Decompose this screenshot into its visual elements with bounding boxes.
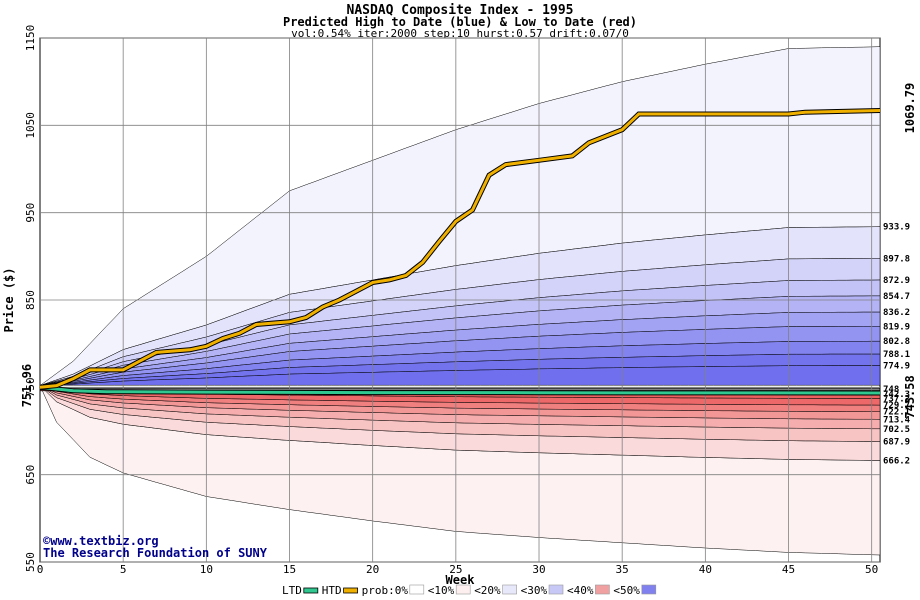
legend-label-1: HTD	[322, 584, 342, 597]
high-band-value-6: 802.8	[883, 337, 910, 347]
legend: LTD HTD prob:0% <10% <20% <30% <40% <50%	[282, 584, 657, 597]
x-tick-label-2: 10	[200, 563, 213, 576]
low-band-value-0: 737.2	[883, 395, 910, 405]
high-band-value-4: 836.2	[883, 308, 910, 318]
high-band-value-1: 897.8	[883, 254, 910, 264]
low-band-value-6: 666.2	[883, 457, 910, 467]
y-tick-label-1: 650	[24, 465, 37, 485]
x-tick-label-10: 50	[865, 563, 878, 576]
legend-swatch-3	[455, 584, 471, 595]
start-price-label: 751.96	[20, 364, 34, 407]
low-band-value-4: 702.5	[883, 425, 910, 435]
x-tick-label-5: 25	[449, 563, 462, 576]
current-low-label: 743.58	[903, 375, 917, 418]
x-tick-label-0: 0	[37, 563, 44, 576]
central-band-value-1: 742.3	[883, 390, 910, 400]
high-band-value-8: 774.9	[883, 362, 910, 372]
x-tick-label-8: 40	[699, 563, 712, 576]
high-band-value-5: 819.9	[883, 322, 910, 332]
y-axis-ticks: 550 650 750 850 950 1050 1150	[24, 25, 37, 572]
y-axis-label: Price ($)	[2, 267, 16, 332]
chart-title: NASDAQ Composite Index - 1995	[347, 3, 574, 18]
legend-label-3: <10%	[428, 584, 455, 597]
y-tick-label-4: 950	[24, 203, 37, 223]
x-axis-label: Week	[446, 573, 476, 587]
low-band-value-3: 713.4	[883, 415, 911, 425]
current-high-label: 1069.79	[903, 83, 917, 134]
legend-label-5: <30%	[521, 584, 548, 597]
legend-swatch-5	[548, 584, 564, 595]
y-tick-label-5: 1050	[24, 112, 37, 139]
series-lines	[39, 108, 881, 396]
high-to-date-line	[39, 109, 881, 389]
x-tick-label-7: 35	[616, 563, 629, 576]
credit-organization: The Research Foundation of SUNY	[43, 546, 268, 560]
legend-swatch-7	[641, 584, 657, 595]
legend-swatch-0	[303, 587, 319, 594]
legend-label-0: LTD	[282, 584, 302, 597]
credit-website: ©www.textbiz.org	[43, 534, 159, 548]
chart-subtitle: Predicted High to Date (blue) & Low to D…	[283, 15, 637, 29]
x-tick-label-1: 5	[120, 563, 127, 576]
central-band-value-0: 748	[883, 385, 899, 395]
x-tick-label-4: 20	[366, 563, 379, 576]
x-axis-ticks: 0 5 10 15 20 25 30 35 40 45 50	[37, 563, 879, 576]
y-tick-label-3: 850	[24, 290, 37, 310]
low-band-value-5: 687.9	[883, 438, 910, 448]
legend-label-6: <40%	[567, 584, 594, 597]
high-band-value-7: 788.1	[883, 350, 910, 360]
low-band-value-1: 729.7	[883, 401, 910, 411]
band-level-labels: 933.9 897.8 872.9 854.7 836.2 819.9 802.8 788.1…	[883, 223, 911, 467]
high-band-9	[39, 365, 881, 386]
x-tick-label-6: 30	[532, 563, 545, 576]
y-tick-label-0: 550	[24, 552, 37, 572]
legend-label-4: <20%	[474, 584, 501, 597]
chart-parameters: vol:0.54% iter:2000 step:10 hurst:0.57 d…	[291, 27, 629, 40]
low-to-date-line	[39, 385, 881, 395]
legend-swatch-2	[409, 584, 425, 595]
legend-swatch-4	[502, 584, 517, 595]
x-tick-label-3: 15	[283, 563, 296, 576]
x-tick-label-9: 45	[782, 563, 795, 576]
legend-swatch-6	[595, 584, 610, 595]
high-band-value-0: 933.9	[883, 223, 910, 233]
legend-label-2: prob:0%	[362, 584, 409, 597]
grid-lines	[40, 37, 880, 563]
low-band-value-2: 722.1	[883, 408, 910, 418]
high-band-value-2: 872.9	[883, 276, 910, 286]
y-tick-label-2: 750	[24, 377, 37, 397]
legend-swatch-1	[343, 587, 359, 594]
high-band-value-3: 854.7	[883, 292, 910, 302]
y-tick-label-6: 1150	[24, 25, 37, 52]
legend-label-7: <50%	[613, 584, 640, 597]
